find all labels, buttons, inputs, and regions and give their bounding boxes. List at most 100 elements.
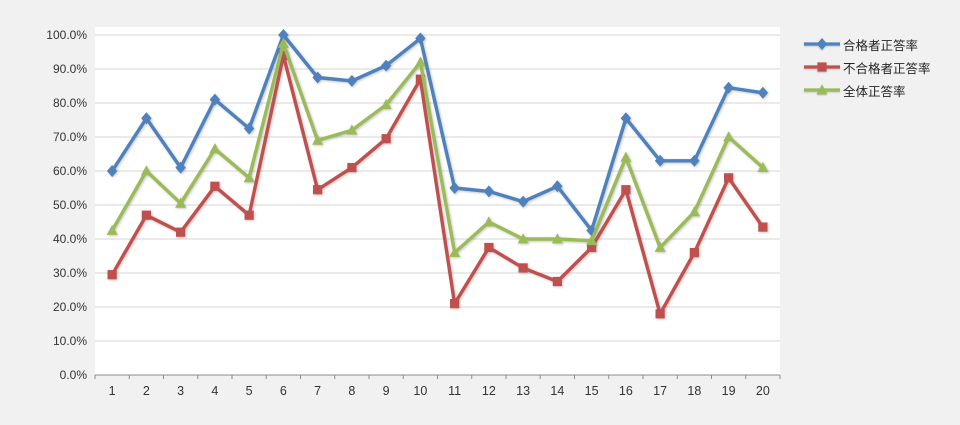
square-marker bbox=[518, 263, 528, 273]
square-marker bbox=[278, 50, 288, 60]
square-marker bbox=[450, 299, 460, 309]
y-axis-tick-label: 20.0% bbox=[53, 300, 87, 314]
diamond-marker bbox=[552, 180, 563, 193]
legend-label-passers: 合格者正答率 bbox=[843, 38, 919, 53]
y-axis-tick-label: 100.0% bbox=[46, 28, 87, 42]
square-marker bbox=[244, 210, 254, 220]
triangle-marker bbox=[688, 206, 700, 217]
x-axis-category-label: 12 bbox=[482, 384, 496, 398]
square-marker bbox=[552, 276, 562, 287]
square-marker bbox=[107, 270, 117, 280]
diamond-marker bbox=[654, 154, 666, 167]
triangle-marker bbox=[277, 37, 289, 48]
triangle-marker bbox=[586, 234, 598, 246]
square-marker bbox=[176, 227, 186, 237]
triangle-marker bbox=[757, 161, 769, 172]
square-marker bbox=[689, 248, 699, 258]
x-axis-category-label: 8 bbox=[348, 384, 355, 398]
y-axis-tick-label: 70.0% bbox=[53, 130, 87, 144]
diamond-marker bbox=[243, 122, 255, 135]
x-axis-category-label: 4 bbox=[211, 384, 218, 398]
y-axis-tick-label: 40.0% bbox=[53, 232, 87, 246]
diamond-marker bbox=[517, 195, 529, 208]
square-marker bbox=[141, 210, 151, 220]
x-axis-category-label: 1 bbox=[109, 384, 116, 398]
legend-line-square-icon bbox=[804, 62, 840, 72]
legend-line-triangle-icon bbox=[804, 84, 840, 95]
square-marker bbox=[817, 62, 827, 72]
diamond-marker bbox=[449, 182, 460, 194]
square-marker bbox=[415, 74, 425, 84]
legend-line-diamond-icon bbox=[804, 38, 840, 50]
diamond-marker bbox=[620, 112, 632, 125]
x-axis-category-label: 19 bbox=[722, 384, 736, 398]
triangle-marker bbox=[620, 151, 632, 162]
x-axis-category-label: 17 bbox=[653, 384, 667, 398]
x-axis-category-label: 20 bbox=[756, 384, 770, 398]
series-line bbox=[110, 33, 765, 233]
x-axis-category-label: 3 bbox=[177, 384, 184, 398]
diamond-marker bbox=[209, 93, 221, 106]
y-axis-tick-label: 50.0% bbox=[53, 198, 87, 212]
x-axis-category-label: 10 bbox=[413, 384, 427, 398]
square-marker bbox=[313, 185, 323, 195]
legend-item-passers: 合格者正答率 bbox=[803, 36, 931, 53]
x-axis-category-label: 18 bbox=[687, 384, 701, 398]
diamond-marker bbox=[278, 29, 289, 41]
triangle-marker bbox=[243, 172, 255, 183]
series-line bbox=[110, 41, 765, 255]
legend-label-failers: 不合格者正答率 bbox=[843, 61, 931, 76]
square-marker bbox=[724, 173, 734, 183]
diamond-marker bbox=[346, 74, 358, 87]
diamond-marker bbox=[175, 161, 186, 174]
chart-legend: 合格者正答率 不合格者正答率 全体正答率 bbox=[803, 36, 931, 99]
triangle-marker bbox=[449, 246, 461, 257]
x-axis-category-label: 6 bbox=[280, 384, 287, 398]
triangle-marker bbox=[175, 197, 187, 208]
triangle-marker bbox=[483, 216, 495, 227]
diamond-marker bbox=[689, 154, 700, 167]
x-axis-category-label: 2 bbox=[143, 384, 150, 398]
triangle-marker bbox=[346, 124, 358, 135]
x-axis-category-label: 7 bbox=[314, 384, 321, 398]
y-axis-tick-label: 30.0% bbox=[53, 266, 87, 280]
square-marker bbox=[210, 181, 220, 191]
diamond-marker bbox=[380, 59, 392, 72]
square-marker bbox=[587, 242, 597, 253]
y-axis-tick-label: 0.0% bbox=[60, 368, 88, 382]
diamond-marker bbox=[415, 32, 426, 45]
triangle-marker bbox=[312, 134, 324, 145]
triangle-marker bbox=[517, 233, 529, 244]
x-axis-category-label: 13 bbox=[516, 384, 530, 398]
triangle-marker bbox=[380, 98, 392, 110]
diamond-marker bbox=[106, 165, 118, 177]
triangle-marker bbox=[816, 84, 828, 95]
legend-label-overall: 全体正答率 bbox=[843, 84, 906, 99]
triangle-marker bbox=[551, 233, 563, 244]
legend-item-failers: 不合格者正答率 bbox=[803, 59, 931, 76]
x-axis-category-label: 11 bbox=[448, 384, 461, 398]
diamond-marker bbox=[757, 86, 769, 99]
series-line bbox=[110, 53, 765, 316]
series-diamond bbox=[106, 29, 769, 237]
y-axis-tick-label: 10.0% bbox=[53, 334, 87, 348]
series-triangle bbox=[106, 37, 769, 257]
diamond-marker bbox=[312, 71, 323, 84]
y-axis-tick-label: 90.0% bbox=[53, 62, 87, 76]
triangle-marker bbox=[654, 241, 666, 252]
x-axis-category-label: 5 bbox=[246, 384, 253, 398]
series-square bbox=[107, 50, 768, 319]
diamond-marker bbox=[816, 38, 828, 50]
square-marker bbox=[621, 185, 631, 195]
x-axis-category-label: 16 bbox=[619, 384, 633, 398]
diamond-marker bbox=[141, 112, 152, 125]
triangle-marker bbox=[106, 224, 118, 235]
triangle-marker bbox=[723, 131, 735, 142]
x-axis-category-label: 9 bbox=[383, 384, 390, 398]
diamond-marker bbox=[483, 185, 495, 198]
square-marker bbox=[381, 134, 391, 144]
y-axis-tick-label: 80.0% bbox=[53, 96, 87, 110]
x-axis-category-label: 15 bbox=[585, 384, 599, 398]
